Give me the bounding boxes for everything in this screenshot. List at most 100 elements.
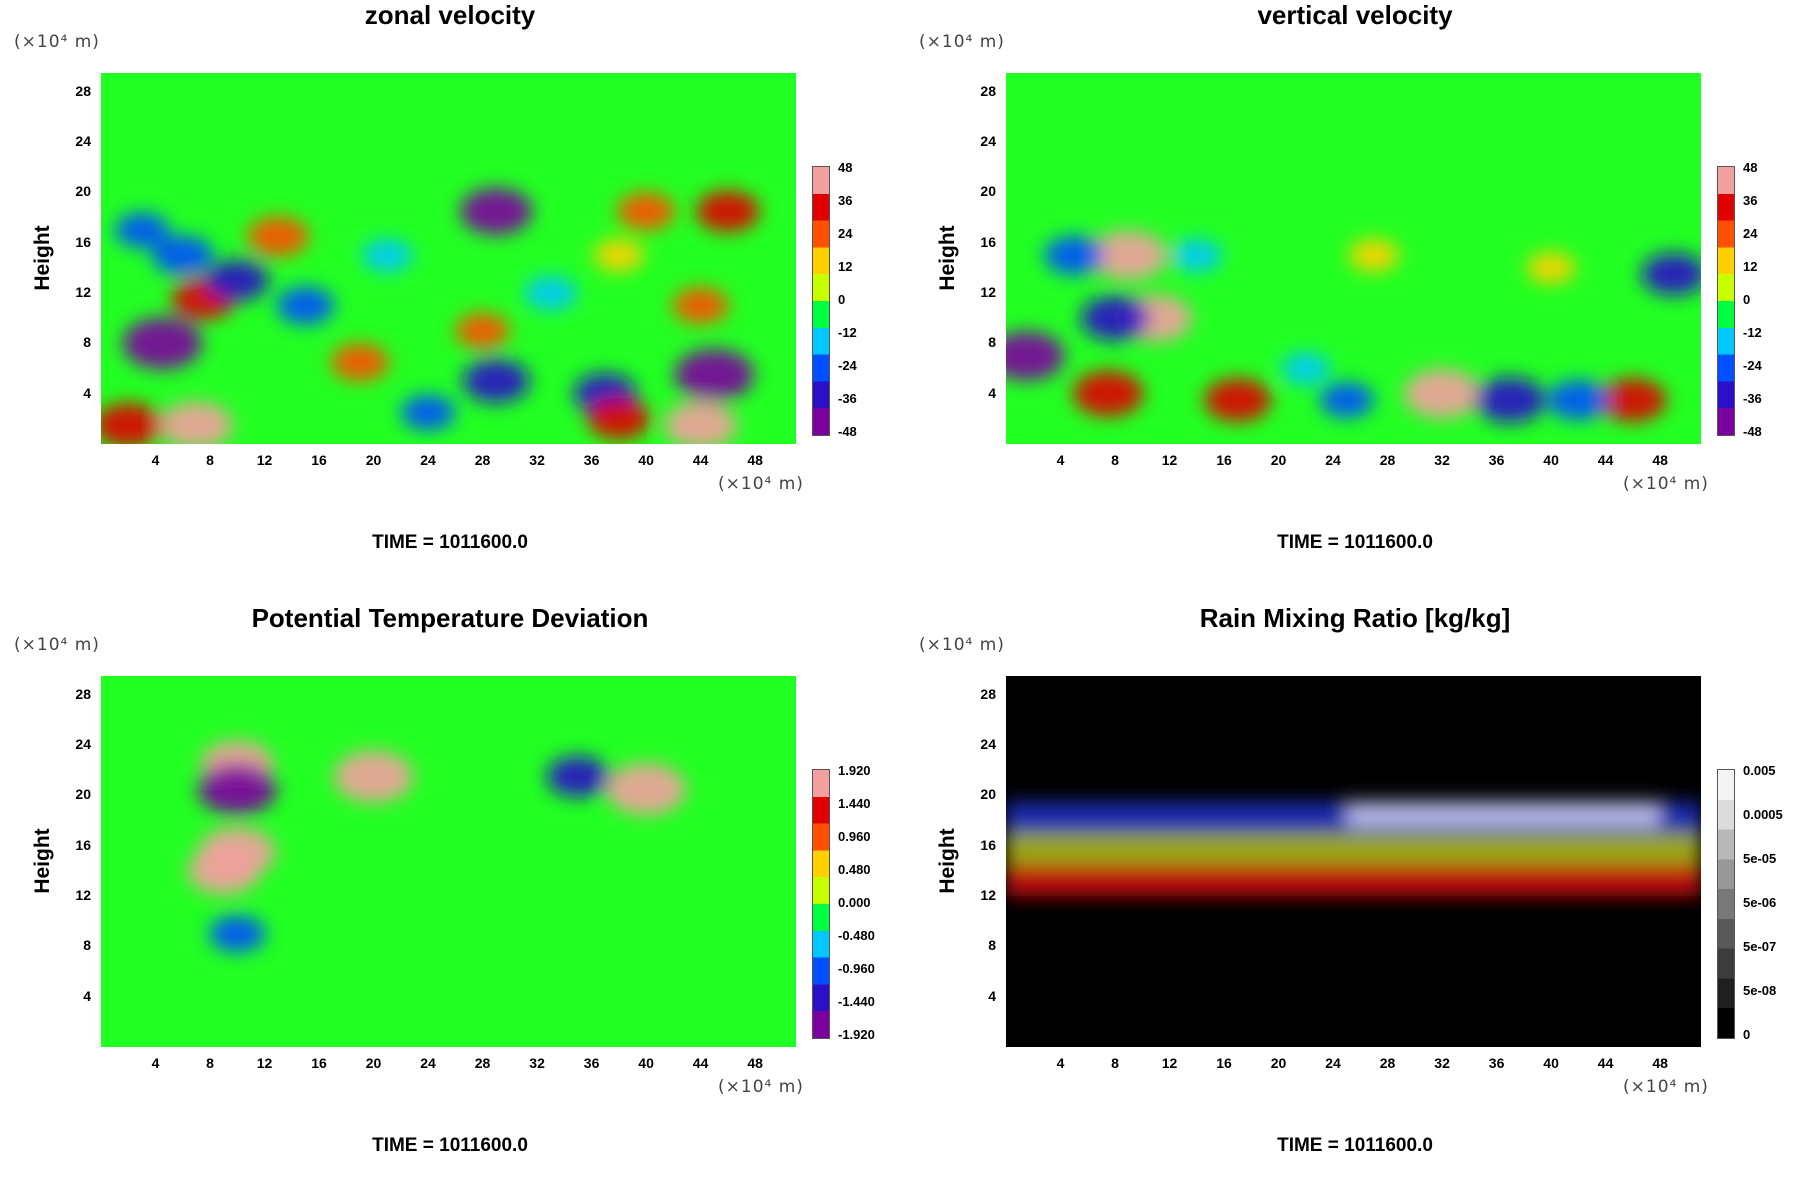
- colorbar-tick-label: -36: [838, 391, 857, 406]
- field-feature: [672, 287, 729, 325]
- y-tick-label: 4: [83, 384, 91, 401]
- y-tick-label: 24: [980, 736, 996, 753]
- colorbar-tick-label: 1.920: [838, 763, 871, 778]
- field-feature: [198, 826, 276, 878]
- colorbar-tick-label: -36: [1743, 391, 1762, 406]
- y-axis-unit: (×10⁴ m): [14, 32, 100, 52]
- colorbar-tick-label: 36: [1743, 193, 1758, 208]
- rain-band: [1006, 833, 1701, 865]
- x-tick-label: 8: [206, 1055, 214, 1071]
- y-tick-label: 4: [988, 987, 996, 1004]
- field-feature: [247, 216, 309, 257]
- time-label: TIME = 1011600.0: [1277, 532, 1433, 553]
- time-label: TIME = 1011600.0: [372, 1135, 528, 1156]
- x-tick-label: 24: [420, 1055, 436, 1071]
- field-feature: [1006, 331, 1065, 381]
- colorbar-tick-label: -1.920: [838, 1027, 875, 1042]
- y-tick-label: 24: [75, 133, 91, 150]
- heatmap-plot: [101, 73, 796, 444]
- y-tick-label: 8: [988, 937, 996, 954]
- colorbar: [1717, 166, 1735, 436]
- field-feature: [1171, 238, 1223, 273]
- field-feature: [122, 317, 203, 370]
- field-feature: [361, 238, 413, 273]
- chart-title: Potential Temperature Deviation: [251, 603, 649, 633]
- y-tick-label: 16: [75, 233, 91, 250]
- y-tick-label: 28: [980, 82, 996, 99]
- colorbar-tick-label: 0.005: [1743, 763, 1776, 778]
- colorbar-tick-label: 24: [1743, 226, 1758, 241]
- y-tick-label: 24: [75, 736, 91, 753]
- y-axis-label: Height: [31, 225, 54, 291]
- colorbar-tick-label: 0: [1743, 292, 1751, 307]
- x-tick-label: 20: [1270, 1055, 1287, 1071]
- heatmap-svg: [1006, 676, 1701, 1047]
- x-tick-label: 24: [420, 452, 436, 468]
- chart-title: Rain Mixing Ratio [kg/kg]: [1199, 603, 1511, 633]
- field-feature: [276, 286, 335, 325]
- field-feature: [462, 359, 530, 404]
- colorbar-tick-label: -12: [1743, 325, 1762, 340]
- field-feature: [330, 343, 389, 382]
- y-tick-label: 16: [980, 233, 996, 250]
- x-tick-label: 20: [365, 452, 382, 468]
- colorbar-tick-label: 48: [1743, 160, 1758, 175]
- colorbar-tick-label: 5e-08: [1743, 983, 1777, 998]
- field-feature: [101, 402, 163, 444]
- colorbar-tick-label: -24: [1743, 358, 1762, 373]
- y-axis-label: Height: [936, 225, 959, 291]
- x-tick-label: 28: [1379, 1055, 1396, 1071]
- y-tick-label: 28: [75, 685, 91, 702]
- field-feature: [1044, 235, 1105, 275]
- x-tick-label: 48: [747, 1055, 763, 1071]
- field-feature: [1599, 378, 1667, 422]
- y-tick-label: 4: [83, 987, 91, 1004]
- x-tick-label: 12: [1161, 452, 1178, 468]
- y-tick-label: 4: [988, 384, 996, 401]
- rain-band: [1006, 864, 1701, 897]
- field-feature: [606, 763, 687, 816]
- chart-panel: Rain Mixing Ratio [kg/kg] (×10⁴ m) Heigh…: [905, 603, 1800, 1203]
- colorbar-tick-label: -1.440: [838, 994, 875, 1009]
- colorbar-tick-label: 0: [838, 292, 846, 307]
- field-feature: [160, 401, 233, 444]
- x-tick-label: 36: [1488, 1055, 1505, 1071]
- colorbar-tick-label: 1.440: [838, 796, 871, 811]
- field-feature: [587, 398, 651, 440]
- x-tick-label: 32: [529, 452, 545, 468]
- x-tick-label: 16: [1216, 1055, 1232, 1071]
- field-feature: [1281, 352, 1331, 385]
- field-feature: [1403, 368, 1481, 419]
- x-axis-unit: (×10⁴ m): [718, 1077, 804, 1097]
- x-tick-label: 40: [638, 452, 654, 468]
- colorbar-tick-label: 0.0005: [1743, 807, 1783, 822]
- chart-panel: Potential Temperature Deviation (×10⁴ m)…: [0, 603, 900, 1203]
- y-tick-label: 20: [75, 183, 91, 200]
- colorbar-tick-label: -48: [1743, 424, 1762, 439]
- y-tick-label: 28: [980, 685, 996, 702]
- x-tick-label: 36: [583, 1055, 600, 1071]
- x-tick-label: 4: [1056, 452, 1065, 468]
- heatmap-svg: [1006, 73, 1701, 444]
- x-tick-label: 4: [1056, 1055, 1065, 1071]
- y-tick-label: 24: [980, 133, 996, 150]
- colorbar-tick-label: 5e-06: [1743, 895, 1777, 910]
- colorbar-tick-label: -0.960: [838, 961, 875, 976]
- colorbar-tick-label: -12: [838, 325, 857, 340]
- x-tick-label: 28: [474, 452, 491, 468]
- field-feature: [208, 915, 266, 953]
- field-feature: [1072, 370, 1144, 417]
- colorbar-tick-label: 0.000: [838, 895, 871, 910]
- time-label: TIME = 1011600.0: [1277, 1135, 1433, 1156]
- y-tick-label: 20: [980, 786, 996, 803]
- field-feature: [333, 750, 414, 803]
- y-axis-label: Height: [31, 828, 54, 894]
- heatmap-plot: [1006, 676, 1701, 1047]
- x-tick-label: 8: [1111, 1055, 1119, 1071]
- x-tick-label: 40: [638, 1055, 654, 1071]
- y-axis-unit: (×10⁴ m): [919, 32, 1005, 52]
- x-axis-unit: (×10⁴ m): [718, 474, 804, 494]
- x-tick-label: 20: [365, 1055, 382, 1071]
- heatmap-svg: [101, 73, 796, 444]
- y-tick-label: 12: [980, 284, 996, 301]
